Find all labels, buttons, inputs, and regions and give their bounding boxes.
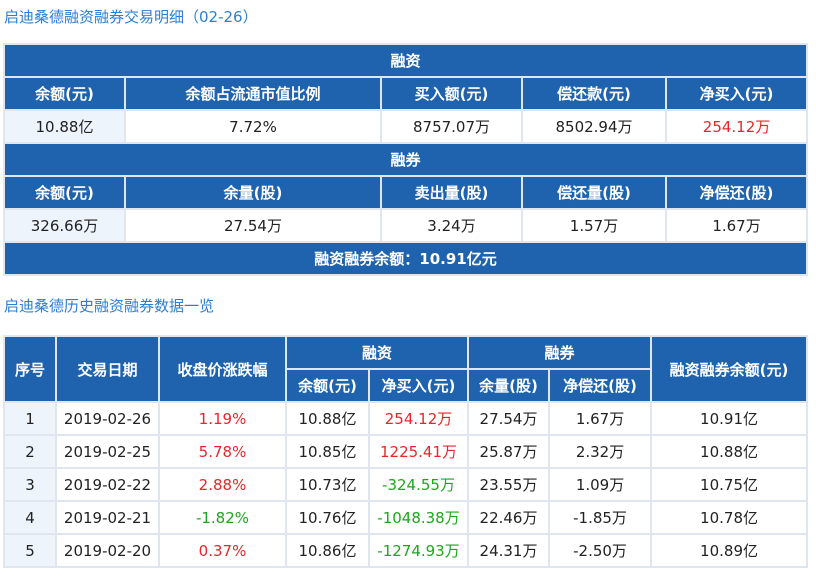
cell-value: 7.72%: [124, 109, 382, 144]
table-cell: 27.54万: [467, 401, 551, 436]
table-cell: 3: [3, 467, 57, 502]
col-date: 交易日期: [55, 335, 160, 403]
column-header: 净偿还(股): [664, 175, 809, 210]
table-cell: 2: [3, 434, 57, 469]
column-header: 余额占流通市值比例: [124, 76, 382, 111]
column-header: 卖出量(股): [380, 175, 523, 210]
table-cell: 10.76亿: [285, 500, 370, 535]
table-cell: 4: [3, 500, 57, 535]
table-cell: 10.86亿: [285, 533, 370, 568]
col-rq-net: 净偿还(股): [548, 368, 653, 403]
col-total: 融资融券余额(元): [650, 335, 809, 403]
table-cell: 10.88亿: [285, 401, 370, 436]
history-title: 启迪桑德历史融资融券数据一览: [4, 297, 215, 315]
cell-value: 10.88亿: [3, 109, 126, 144]
col-rz-net: 净买入(元): [367, 368, 470, 403]
cell-value: 1.57万: [521, 208, 667, 243]
table-cell: 10.88亿: [650, 434, 809, 469]
page-title: 启迪桑德融资融券交易明细（02-26）: [4, 8, 258, 26]
table-cell: 2019-02-22: [55, 467, 160, 502]
rz-header: 融资: [2, 43, 809, 78]
table-row: 4 2019-02-21 -1.82% 10.76亿 -1048.38万 22.46万 -1…: [3, 500, 809, 535]
col-rz: 融资: [284, 335, 470, 370]
summary-row: 326.66万 27.54万 3.24万 1.57万 1.67万: [3, 208, 809, 243]
table-cell: 1.09万: [548, 467, 653, 502]
table-cell: 23.55万: [467, 467, 551, 502]
table-cell: -2.50万: [548, 533, 653, 568]
table-cell: 10.85亿: [285, 434, 370, 469]
cell-value: 8502.94万: [521, 109, 667, 144]
table-cell: -1.85万: [548, 500, 653, 535]
summary-row: 余额(元) 余额占流通市值比例 买入额(元) 偿还款(元) 净买入(元): [3, 76, 809, 111]
table-cell: 0.37%: [158, 533, 287, 568]
table-cell: 25.87万: [467, 434, 551, 469]
table-row: 3 2019-02-22 2.88% 10.73亿 -324.55万 23.55万 1.09…: [3, 467, 809, 502]
table-cell: 1: [3, 401, 57, 436]
col-rz-balance: 余额(元): [285, 368, 370, 403]
col-seq: 序号: [3, 335, 57, 403]
table-cell: -1274.93万: [367, 533, 470, 568]
table-cell: -1048.38万: [367, 500, 470, 535]
table-cell: 254.12万: [367, 401, 470, 436]
table-cell: -324.55万: [367, 467, 470, 502]
cell-value: 254.12万: [664, 109, 809, 144]
col-rq-balance: 余量(股): [467, 368, 551, 403]
cell-value: 27.54万: [124, 208, 382, 243]
column-header: 偿还量(股): [521, 175, 667, 210]
table-cell: 10.91亿: [650, 401, 809, 436]
column-header: 余量(股): [124, 175, 382, 210]
table-row: 2 2019-02-25 5.78% 10.85亿 1225.41万 25.87万 2.32…: [3, 434, 809, 469]
history-table: 序号 交易日期 收盘价涨跌幅 融资 融券 融资融券余额(元) 余额(元) 净买入…: [3, 335, 809, 568]
total-balance: 融资融券余额：10.91亿元: [2, 241, 809, 276]
table-cell: 1.67万: [548, 401, 653, 436]
table-cell: 2.88%: [158, 467, 287, 502]
table-cell: 10.73亿: [285, 467, 370, 502]
cell-value: 326.66万: [3, 208, 126, 243]
table-cell: 1.19%: [158, 401, 287, 436]
table-cell: 10.78亿: [650, 500, 809, 535]
table-cell: 24.31万: [467, 533, 551, 568]
column-header: 余额(元): [3, 76, 126, 111]
summary-row: 余额(元) 余量(股) 卖出量(股) 偿还量(股) 净偿还(股): [3, 175, 809, 210]
cell-value: 3.24万: [380, 208, 523, 243]
table-cell: 1225.41万: [367, 434, 470, 469]
cell-value: 8757.07万: [380, 109, 523, 144]
cell-value: 1.67万: [664, 208, 809, 243]
table-cell: 2.32万: [548, 434, 653, 469]
table-cell: 2019-02-20: [55, 533, 160, 568]
table-cell: 2019-02-26: [55, 401, 160, 436]
table-row: 5 2019-02-20 0.37% 10.86亿 -1274.93万 24.31万 -2.…: [3, 533, 809, 568]
col-rq: 融券: [467, 335, 653, 370]
summary-table: 融资 余额(元) 余额占流通市值比例 买入额(元) 偿还款(元) 净买入(元) 10.8…: [2, 43, 809, 276]
rq-header: 融券: [2, 142, 809, 177]
column-header: 余额(元): [3, 175, 126, 210]
table-cell: 10.75亿: [650, 467, 809, 502]
table-cell: 5: [3, 533, 57, 568]
column-header: 净买入(元): [664, 76, 809, 111]
col-change: 收盘价涨跌幅: [158, 335, 287, 403]
table-cell: 2019-02-25: [55, 434, 160, 469]
table-cell: 2019-02-21: [55, 500, 160, 535]
column-header: 买入额(元): [380, 76, 523, 111]
summary-row: 10.88亿 7.72% 8757.07万 8502.94万 254.12万: [3, 109, 809, 144]
table-cell: 22.46万: [467, 500, 551, 535]
table-cell: 10.89亿: [650, 533, 809, 568]
table-cell: 5.78%: [158, 434, 287, 469]
column-header: 偿还款(元): [521, 76, 667, 111]
table-cell: -1.82%: [158, 500, 287, 535]
table-row: 1 2019-02-26 1.19% 10.88亿 254.12万 27.54万 1.67万…: [3, 401, 809, 436]
